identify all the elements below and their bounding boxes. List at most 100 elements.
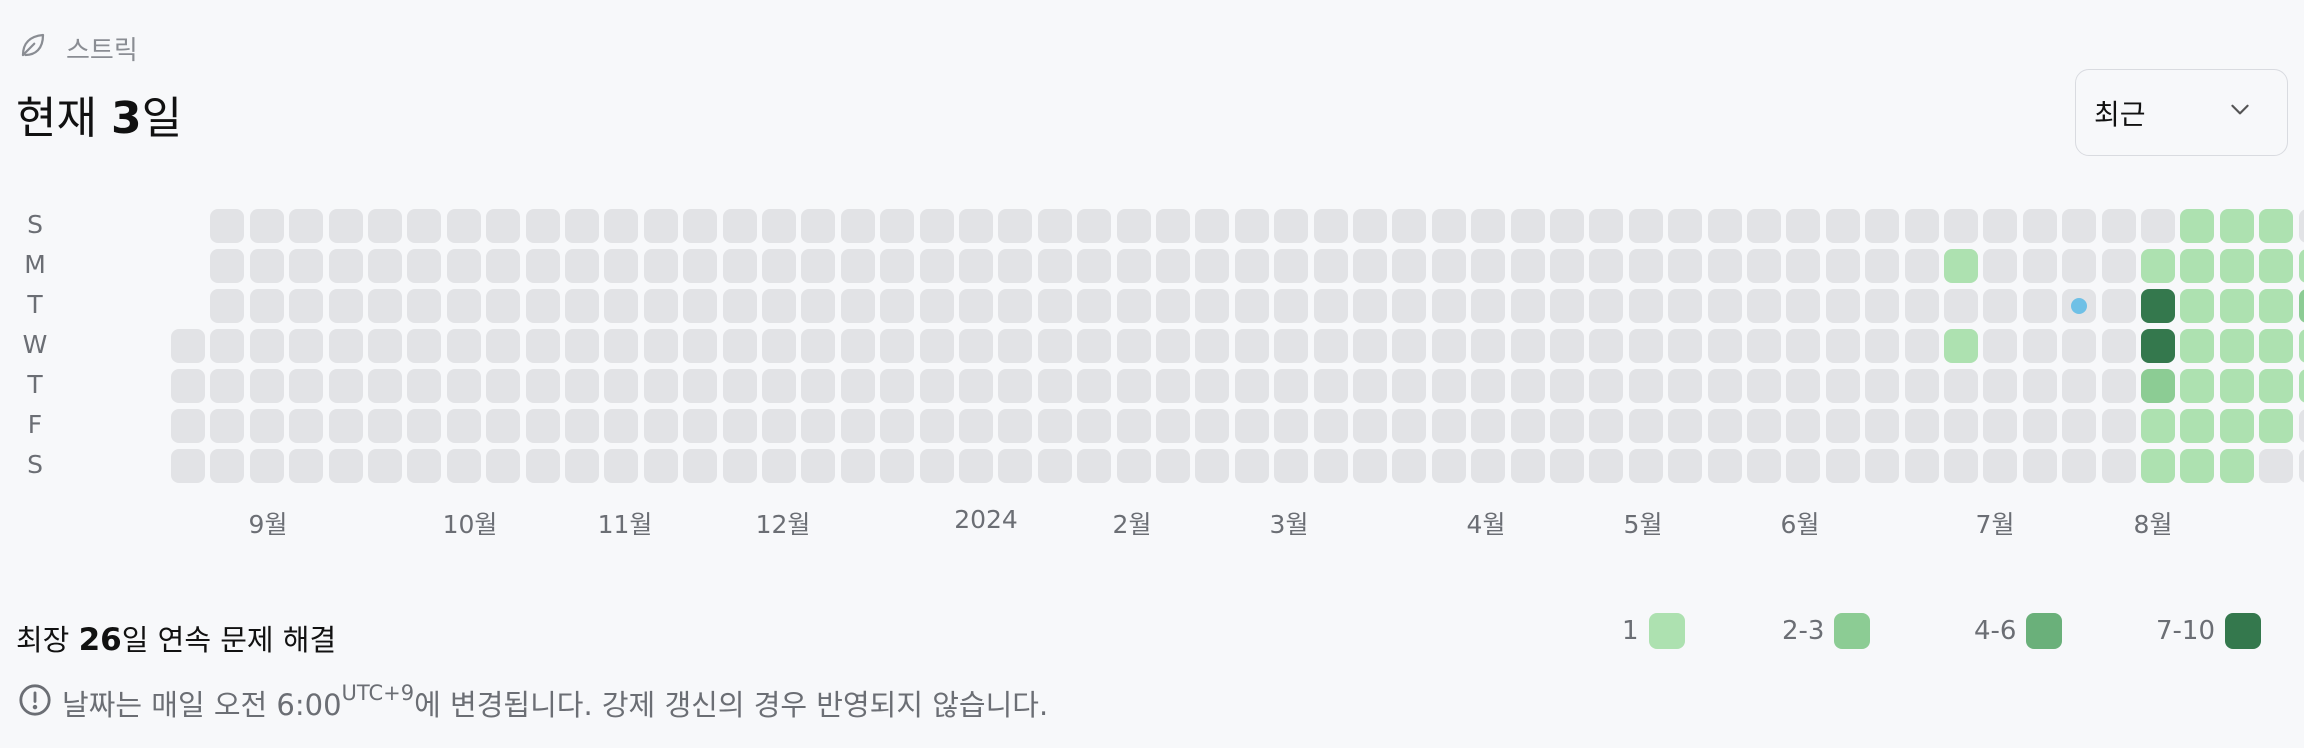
heatmap-cell[interactable]	[959, 209, 993, 243]
heatmap-cell[interactable]	[526, 449, 560, 483]
heatmap-cell[interactable]	[1117, 329, 1151, 363]
heatmap-cell[interactable]	[1432, 449, 1466, 483]
heatmap-cell[interactable]	[486, 409, 520, 443]
heatmap-cell[interactable]	[1195, 409, 1229, 443]
heatmap-cell[interactable]	[723, 369, 757, 403]
heatmap-cell[interactable]	[1353, 449, 1387, 483]
heatmap-cell[interactable]	[1550, 209, 1584, 243]
heatmap-cell[interactable]	[1905, 409, 1939, 443]
heatmap-cell[interactable]	[1511, 209, 1545, 243]
heatmap-cell[interactable]	[801, 449, 835, 483]
heatmap-cell[interactable]	[447, 369, 481, 403]
heatmap-cell[interactable]	[2180, 369, 2214, 403]
heatmap-cell[interactable]	[1983, 209, 2017, 243]
heatmap-cell[interactable]	[604, 409, 638, 443]
heatmap-cell[interactable]	[2062, 329, 2096, 363]
heatmap-cell[interactable]	[1905, 289, 1939, 323]
heatmap-cell[interactable]	[1786, 209, 1820, 243]
heatmap-cell[interactable]	[762, 369, 796, 403]
heatmap-cell[interactable]	[407, 329, 441, 363]
heatmap-cell[interactable]	[447, 449, 481, 483]
heatmap-cell[interactable]	[1274, 249, 1308, 283]
heatmap-cell[interactable]	[723, 249, 757, 283]
heatmap-cell[interactable]	[1826, 209, 1860, 243]
heatmap-cell[interactable]	[565, 289, 599, 323]
heatmap-cell[interactable]	[1629, 409, 1663, 443]
heatmap-cell[interactable]	[1156, 249, 1190, 283]
heatmap-cell[interactable]	[1905, 449, 1939, 483]
heatmap-cell[interactable]	[1708, 249, 1742, 283]
heatmap-cell[interactable]	[1274, 449, 1308, 483]
heatmap-cell[interactable]	[1195, 369, 1229, 403]
heatmap-cell[interactable]	[171, 449, 205, 483]
heatmap-cell[interactable]	[329, 329, 363, 363]
heatmap-cell[interactable]	[250, 369, 284, 403]
heatmap-cell[interactable]	[210, 329, 244, 363]
heatmap-cell[interactable]	[880, 289, 914, 323]
heatmap-cell[interactable]	[1156, 369, 1190, 403]
heatmap-cell[interactable]	[2141, 369, 2175, 403]
heatmap-cell[interactable]	[1432, 369, 1466, 403]
heatmap-cell[interactable]	[1195, 249, 1229, 283]
heatmap-cell[interactable]	[1589, 449, 1623, 483]
heatmap-cell[interactable]	[1471, 409, 1505, 443]
heatmap-cell[interactable]	[2259, 329, 2293, 363]
heatmap-cell[interactable]	[604, 289, 638, 323]
heatmap-cell[interactable]	[1668, 369, 1702, 403]
heatmap-cell[interactable]	[565, 329, 599, 363]
heatmap-cell[interactable]	[959, 329, 993, 363]
heatmap-cell[interactable]	[210, 449, 244, 483]
heatmap-cell[interactable]	[841, 369, 875, 403]
heatmap-cell[interactable]	[1235, 209, 1269, 243]
heatmap-cell[interactable]	[1786, 449, 1820, 483]
heatmap-cell[interactable]	[1786, 249, 1820, 283]
heatmap-cell[interactable]	[959, 369, 993, 403]
heatmap-cell[interactable]	[368, 329, 402, 363]
heatmap-cell[interactable]	[2299, 329, 2304, 363]
heatmap-cell[interactable]	[998, 329, 1032, 363]
heatmap-cell[interactable]	[329, 249, 363, 283]
heatmap-cell[interactable]	[998, 369, 1032, 403]
heatmap-cell[interactable]	[841, 209, 875, 243]
heatmap-cell[interactable]	[210, 409, 244, 443]
heatmap-cell[interactable]	[2299, 449, 2304, 483]
heatmap-cell[interactable]	[2259, 369, 2293, 403]
heatmap-cell[interactable]	[1274, 409, 1308, 443]
heatmap-cell[interactable]	[723, 449, 757, 483]
heatmap-cell[interactable]	[1944, 329, 1978, 363]
heatmap-cell[interactable]	[171, 409, 205, 443]
heatmap-cell[interactable]	[1432, 329, 1466, 363]
heatmap-cell[interactable]	[998, 209, 1032, 243]
heatmap-cell[interactable]	[1392, 249, 1426, 283]
heatmap-cell[interactable]	[1471, 329, 1505, 363]
heatmap-cell[interactable]	[998, 449, 1032, 483]
heatmap-cell[interactable]	[447, 289, 481, 323]
heatmap-cell[interactable]	[1314, 289, 1348, 323]
heatmap-cell[interactable]	[604, 209, 638, 243]
heatmap-cell[interactable]	[1038, 409, 1072, 443]
heatmap-cell[interactable]	[1786, 369, 1820, 403]
heatmap-cell[interactable]	[368, 449, 402, 483]
heatmap-cell[interactable]	[210, 249, 244, 283]
heatmap-cell[interactable]	[1471, 449, 1505, 483]
heatmap-cell[interactable]	[289, 249, 323, 283]
heatmap-cell[interactable]	[1392, 369, 1426, 403]
heatmap-cell[interactable]	[2062, 369, 2096, 403]
heatmap-cell[interactable]	[1314, 249, 1348, 283]
heatmap-cell[interactable]	[526, 289, 560, 323]
heatmap-cell[interactable]	[723, 409, 757, 443]
heatmap-cell[interactable]	[1668, 209, 1702, 243]
heatmap-cell[interactable]	[1983, 449, 2017, 483]
heatmap-cell[interactable]	[1432, 249, 1466, 283]
heatmap-cell[interactable]	[1274, 369, 1308, 403]
heatmap-cell[interactable]	[1274, 329, 1308, 363]
heatmap-cell[interactable]	[604, 449, 638, 483]
heatmap-cell[interactable]	[2023, 289, 2057, 323]
heatmap-cell[interactable]	[2023, 209, 2057, 243]
heatmap-cell[interactable]	[1550, 409, 1584, 443]
heatmap-cell[interactable]	[2102, 249, 2136, 283]
heatmap-cell[interactable]	[2141, 449, 2175, 483]
heatmap-cell[interactable]	[1038, 369, 1072, 403]
heatmap-cell[interactable]	[407, 369, 441, 403]
heatmap-cell[interactable]	[1944, 249, 1978, 283]
